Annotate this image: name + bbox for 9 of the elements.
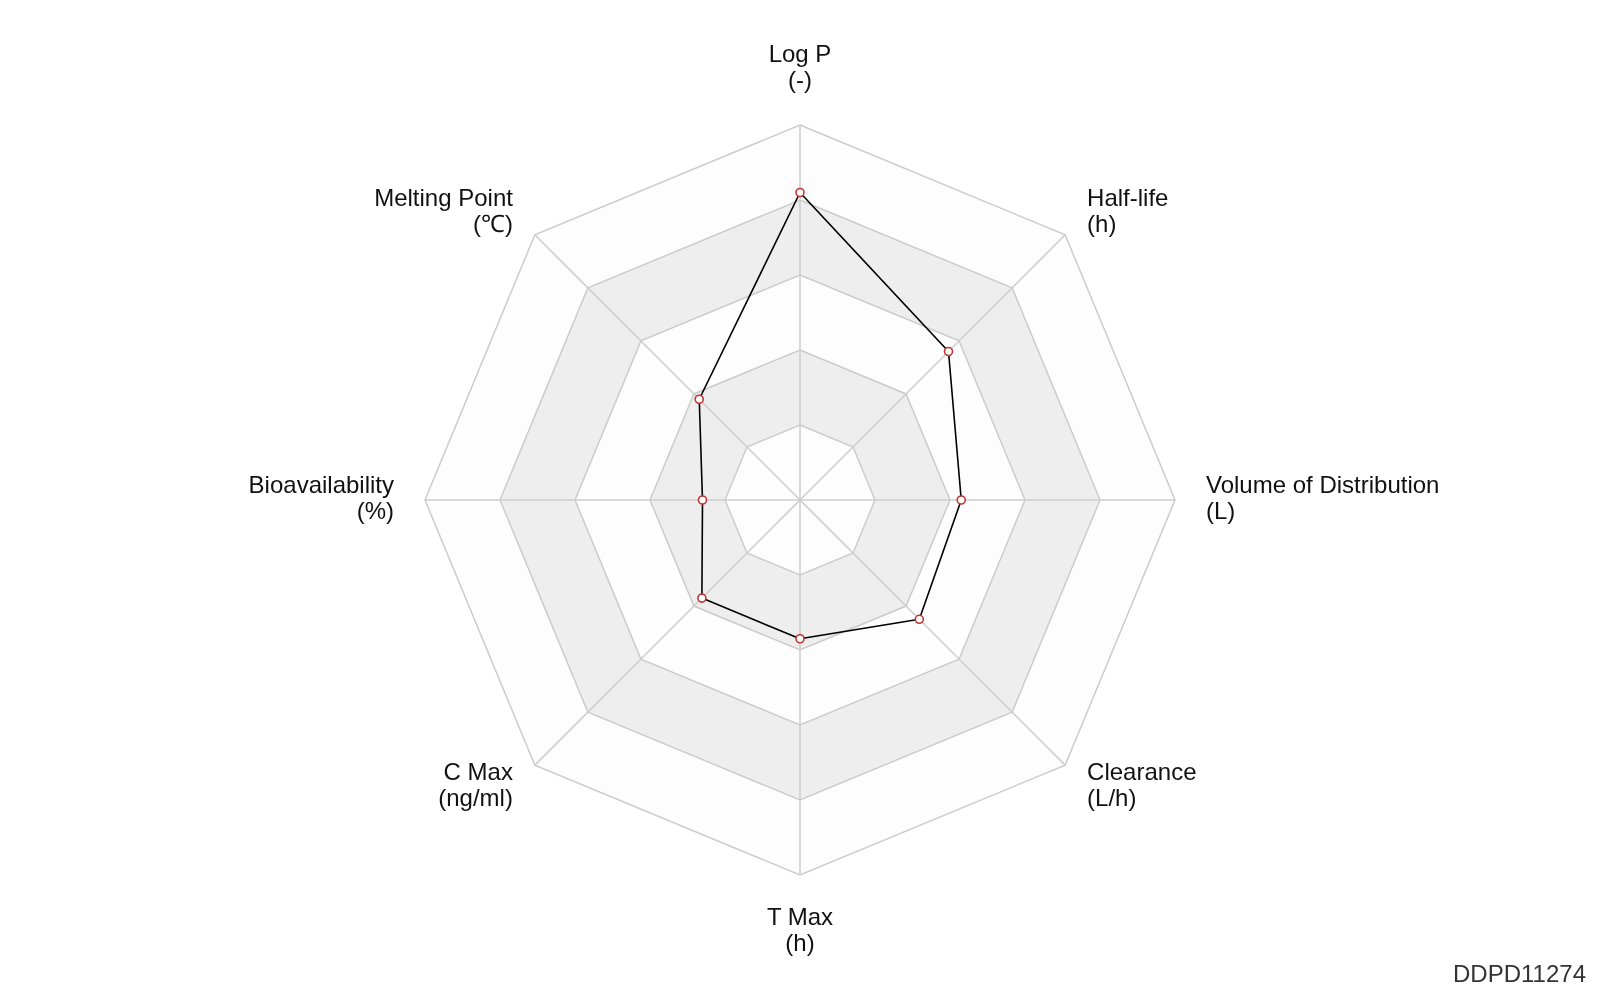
spoke-label: Clearance (L/h): [1087, 758, 1197, 812]
spoke-label: T Max (h): [766, 903, 834, 956]
spoke-label: Volume of Distribution (L): [1206, 471, 1440, 524]
spoke-label: Melting Point (℃): [374, 183, 514, 237]
spoke-label: Half-life (h): [1087, 183, 1169, 237]
spoke-label: Log P (-): [768, 40, 832, 93]
spoke-label: Bioavailability (%): [248, 471, 394, 524]
text: DDPD11274: [1453, 960, 1586, 988]
spoke-label: C Max (ng/ml): [438, 758, 513, 812]
